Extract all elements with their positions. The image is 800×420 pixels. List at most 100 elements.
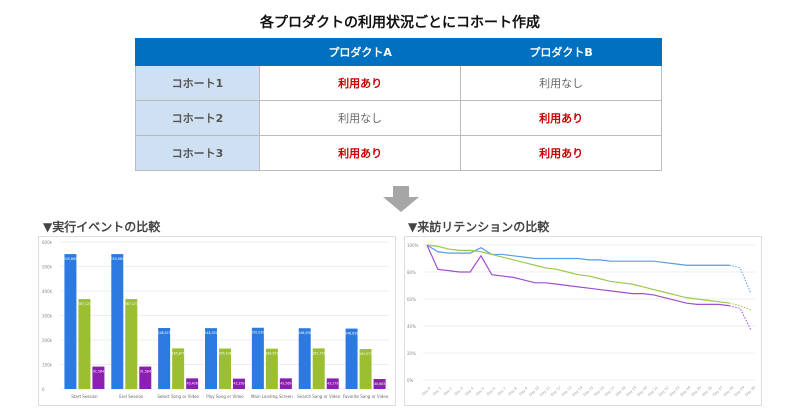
table-row: コホート1 利用あり 利用なし [135,65,662,101]
bar [78,299,91,389]
bar [125,299,138,389]
svg-text:43,279: 43,279 [327,381,338,385]
svg-text:Day 2: Day 2 [443,386,453,396]
svg-text:Day 28: Day 28 [723,385,735,397]
bar [251,327,264,389]
table-row: コホート3 利用あり 利用あり [135,135,662,171]
svg-text:40,683: 40,683 [374,382,385,386]
svg-text:Day 18: Day 18 [615,385,627,397]
bar [312,348,325,389]
bar-chart-panel: 0 100k 200k 300k 400k 500k 600k 550,663 367,123 9… [38,236,396,406]
svg-text:60%: 60% [407,297,416,302]
svg-text:Day 14: Day 14 [572,385,584,397]
svg-text:Day 4: Day 4 [464,386,475,397]
bar [359,349,372,389]
svg-text:165,871: 165,871 [172,351,185,355]
bar [139,366,152,389]
bar [172,348,185,389]
header-product-a: プロダクトA [258,38,462,66]
svg-text:Day 0: Day 0 [421,386,431,396]
svg-text:100%: 100% [407,243,419,248]
svg-text:0%: 0% [407,378,414,383]
svg-text:Day 22: Day 22 [658,385,670,397]
svg-text:164,557: 164,557 [265,352,278,356]
svg-text:Day 16: Day 16 [593,385,605,397]
bar [326,378,339,389]
svg-text:Day 12: Day 12 [550,385,562,397]
svg-text:250,030: 250,030 [251,331,264,335]
svg-text:Day 21: Day 21 [647,385,659,397]
row-label: コホート1 [135,65,260,101]
svg-text:Day 10: Day 10 [528,385,540,397]
cell: 利用あり [258,135,462,171]
svg-text:Day 8: Day 8 [508,386,518,396]
svg-text:367,123: 367,123 [78,302,91,306]
svg-text:Day 15: Day 15 [582,385,594,397]
svg-text:Day 7: Day 7 [497,386,507,396]
page-title: 各プロダクトの利用状況ごとにコホート作成 [260,15,540,31]
cohort-table: プロダクトA プロダクトB コホート1 利用あり 利用なし コホート2 利用なし 利用あり… [135,38,662,171]
svg-text:Select Song or Video: Select Song or Video [157,394,199,399]
svg-text:Play Song or Video: Play Song or Video [206,394,244,399]
series-line [426,244,730,266]
series-line [426,244,730,304]
bar [265,348,278,389]
svg-text:Day 6: Day 6 [486,386,496,396]
series-line [426,244,730,307]
svg-text:End Session: End Session [119,394,144,399]
svg-text:Day 23: Day 23 [669,385,681,397]
row-label: コホート2 [135,100,260,136]
svg-text:Day 5: Day 5 [475,386,485,396]
svg-text:Day 30: Day 30 [744,385,756,397]
svg-text:550,663: 550,663 [64,257,77,261]
svg-text:Main Landing Screen: Main Landing Screen [251,394,293,399]
bar-chart: 0 100k 200k 300k 400k 500k 600k 550,663 367,123 9… [42,240,389,399]
svg-text:Start Session: Start Session [71,394,98,399]
cell: 利用あり [258,65,462,101]
bar [111,254,124,389]
svg-text:367,123: 367,123 [125,302,138,306]
svg-text:500k: 500k [42,265,53,270]
bar [345,328,358,389]
svg-text:600k: 600k [42,240,53,245]
svg-text:Day 27: Day 27 [712,385,724,397]
svg-text:100k: 100k [42,363,53,368]
svg-text:91,584: 91,584 [140,370,151,374]
svg-text:163,073: 163,073 [359,352,372,356]
svg-text:165,104: 165,104 [218,352,231,356]
svg-text:Day 29: Day 29 [734,385,746,397]
corner-header [135,38,260,66]
svg-text:43,569: 43,569 [280,381,291,385]
bar [92,366,105,389]
svg-text:400k: 400k [42,289,53,294]
down-arrow-icon [383,186,419,212]
svg-text:Day 11: Day 11 [539,385,551,397]
bar [233,378,245,389]
row-label: コホート3 [135,135,260,171]
section-title-events: ▼実行イベントの比較 [43,220,161,234]
svg-text:80%: 80% [407,270,416,275]
svg-text:Day 24: Day 24 [680,385,692,397]
bar [186,378,199,389]
bar [279,378,292,389]
bar [205,328,217,389]
bar [373,379,386,389]
header-product-b: プロダクトB [460,38,662,66]
bar [64,254,77,389]
section-title-retention: ▼来訪リテンションの比較 [408,220,550,234]
cell: 利用なし [460,65,662,101]
svg-text:Day 9: Day 9 [518,386,528,396]
svg-text:200k: 200k [42,338,53,343]
svg-text:Day 3: Day 3 [454,386,464,396]
svg-text:Day 25: Day 25 [690,385,702,397]
svg-text:248,058: 248,058 [298,331,311,335]
svg-text:165,771: 165,771 [312,351,325,355]
bar [158,328,171,389]
svg-text:Search Song or Video: Search Song or Video [297,394,340,399]
cell: 利用あり [460,135,662,171]
line-chart: 0%20%40%60%80%100%Day 0 Day 1 Day 2 Day 3 Da… [407,243,756,397]
svg-text:20%: 20% [407,351,416,356]
svg-text:300k: 300k [42,314,53,319]
svg-text:Day 20: Day 20 [636,385,648,397]
cell: 利用あり [460,100,662,136]
